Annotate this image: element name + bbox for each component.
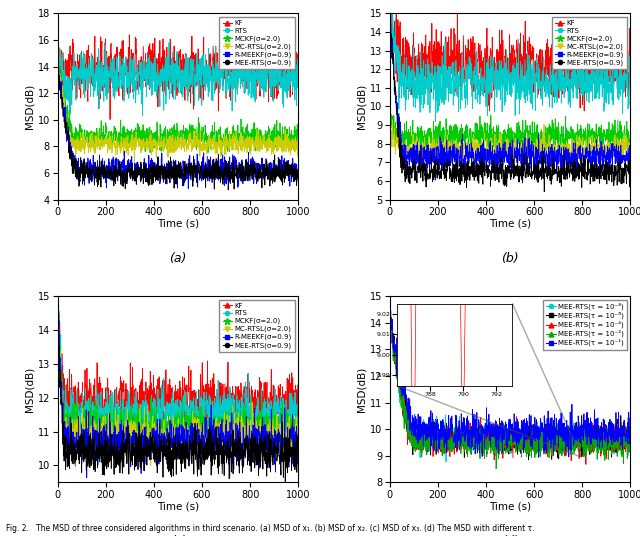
Y-axis label: MSD(dB): MSD(dB) [357,367,367,412]
Text: (b): (b) [501,251,519,265]
Text: (a): (a) [169,251,187,265]
Legend: KF, RTS, MCKF(σ=2.0), MC-RTSL(σ=2.0), R-MEEKF(σ=0.9), MEE-RTS(σ=0.9): KF, RTS, MCKF(σ=2.0), MC-RTSL(σ=2.0), R-… [220,17,295,69]
Text: (d): (d) [501,534,519,536]
Text: (c): (c) [170,534,186,536]
X-axis label: Time (s): Time (s) [157,219,199,228]
Legend: MEE-RTS(τ = 10⁻⁸), MEE-RTS(τ = 10⁻⁶), MEE-RTS(τ = 10⁻⁴), MEE-RTS(τ = 10⁻²), MEE-: MEE-RTS(τ = 10⁻⁸), MEE-RTS(τ = 10⁻⁶), ME… [543,300,627,349]
Bar [579,455,580,456]
Legend: KF, RTS, MCKF(σ=2.0), MC-RTSL(σ=2.0), R-MEEKF(σ=0.9), MEE-RTS(σ=0.9): KF, RTS, MCKF(σ=2.0), MC-RTSL(σ=2.0), R-… [552,17,627,69]
X-axis label: Time (s): Time (s) [489,501,531,511]
Y-axis label: MSD(dB): MSD(dB) [25,367,35,412]
X-axis label: Time (s): Time (s) [489,219,531,228]
Y-axis label: MSD(dB): MSD(dB) [25,84,35,129]
Y-axis label: MSD(dB): MSD(dB) [357,84,367,129]
Legend: KF, RTS, MCKF(σ=2.0), MC-RTSL(σ=2.0), R-MEEKF(σ=0.9), MEE-RTS(σ=0.9): KF, RTS, MCKF(σ=2.0), MC-RTSL(σ=2.0), R-… [220,300,295,352]
X-axis label: Time (s): Time (s) [157,501,199,511]
Text: Fig. 2.   The MSD of three considered algorithms in third scenario. (a) MSD of x: Fig. 2. The MSD of three considered algo… [6,524,535,533]
